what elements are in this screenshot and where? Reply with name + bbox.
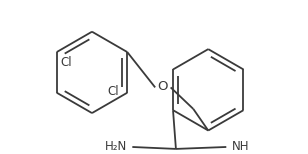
Text: H₂N: H₂N <box>105 140 128 152</box>
Text: Cl: Cl <box>61 56 72 69</box>
Text: O: O <box>158 80 168 93</box>
Text: NH: NH <box>232 140 249 152</box>
Text: Cl: Cl <box>108 85 120 98</box>
